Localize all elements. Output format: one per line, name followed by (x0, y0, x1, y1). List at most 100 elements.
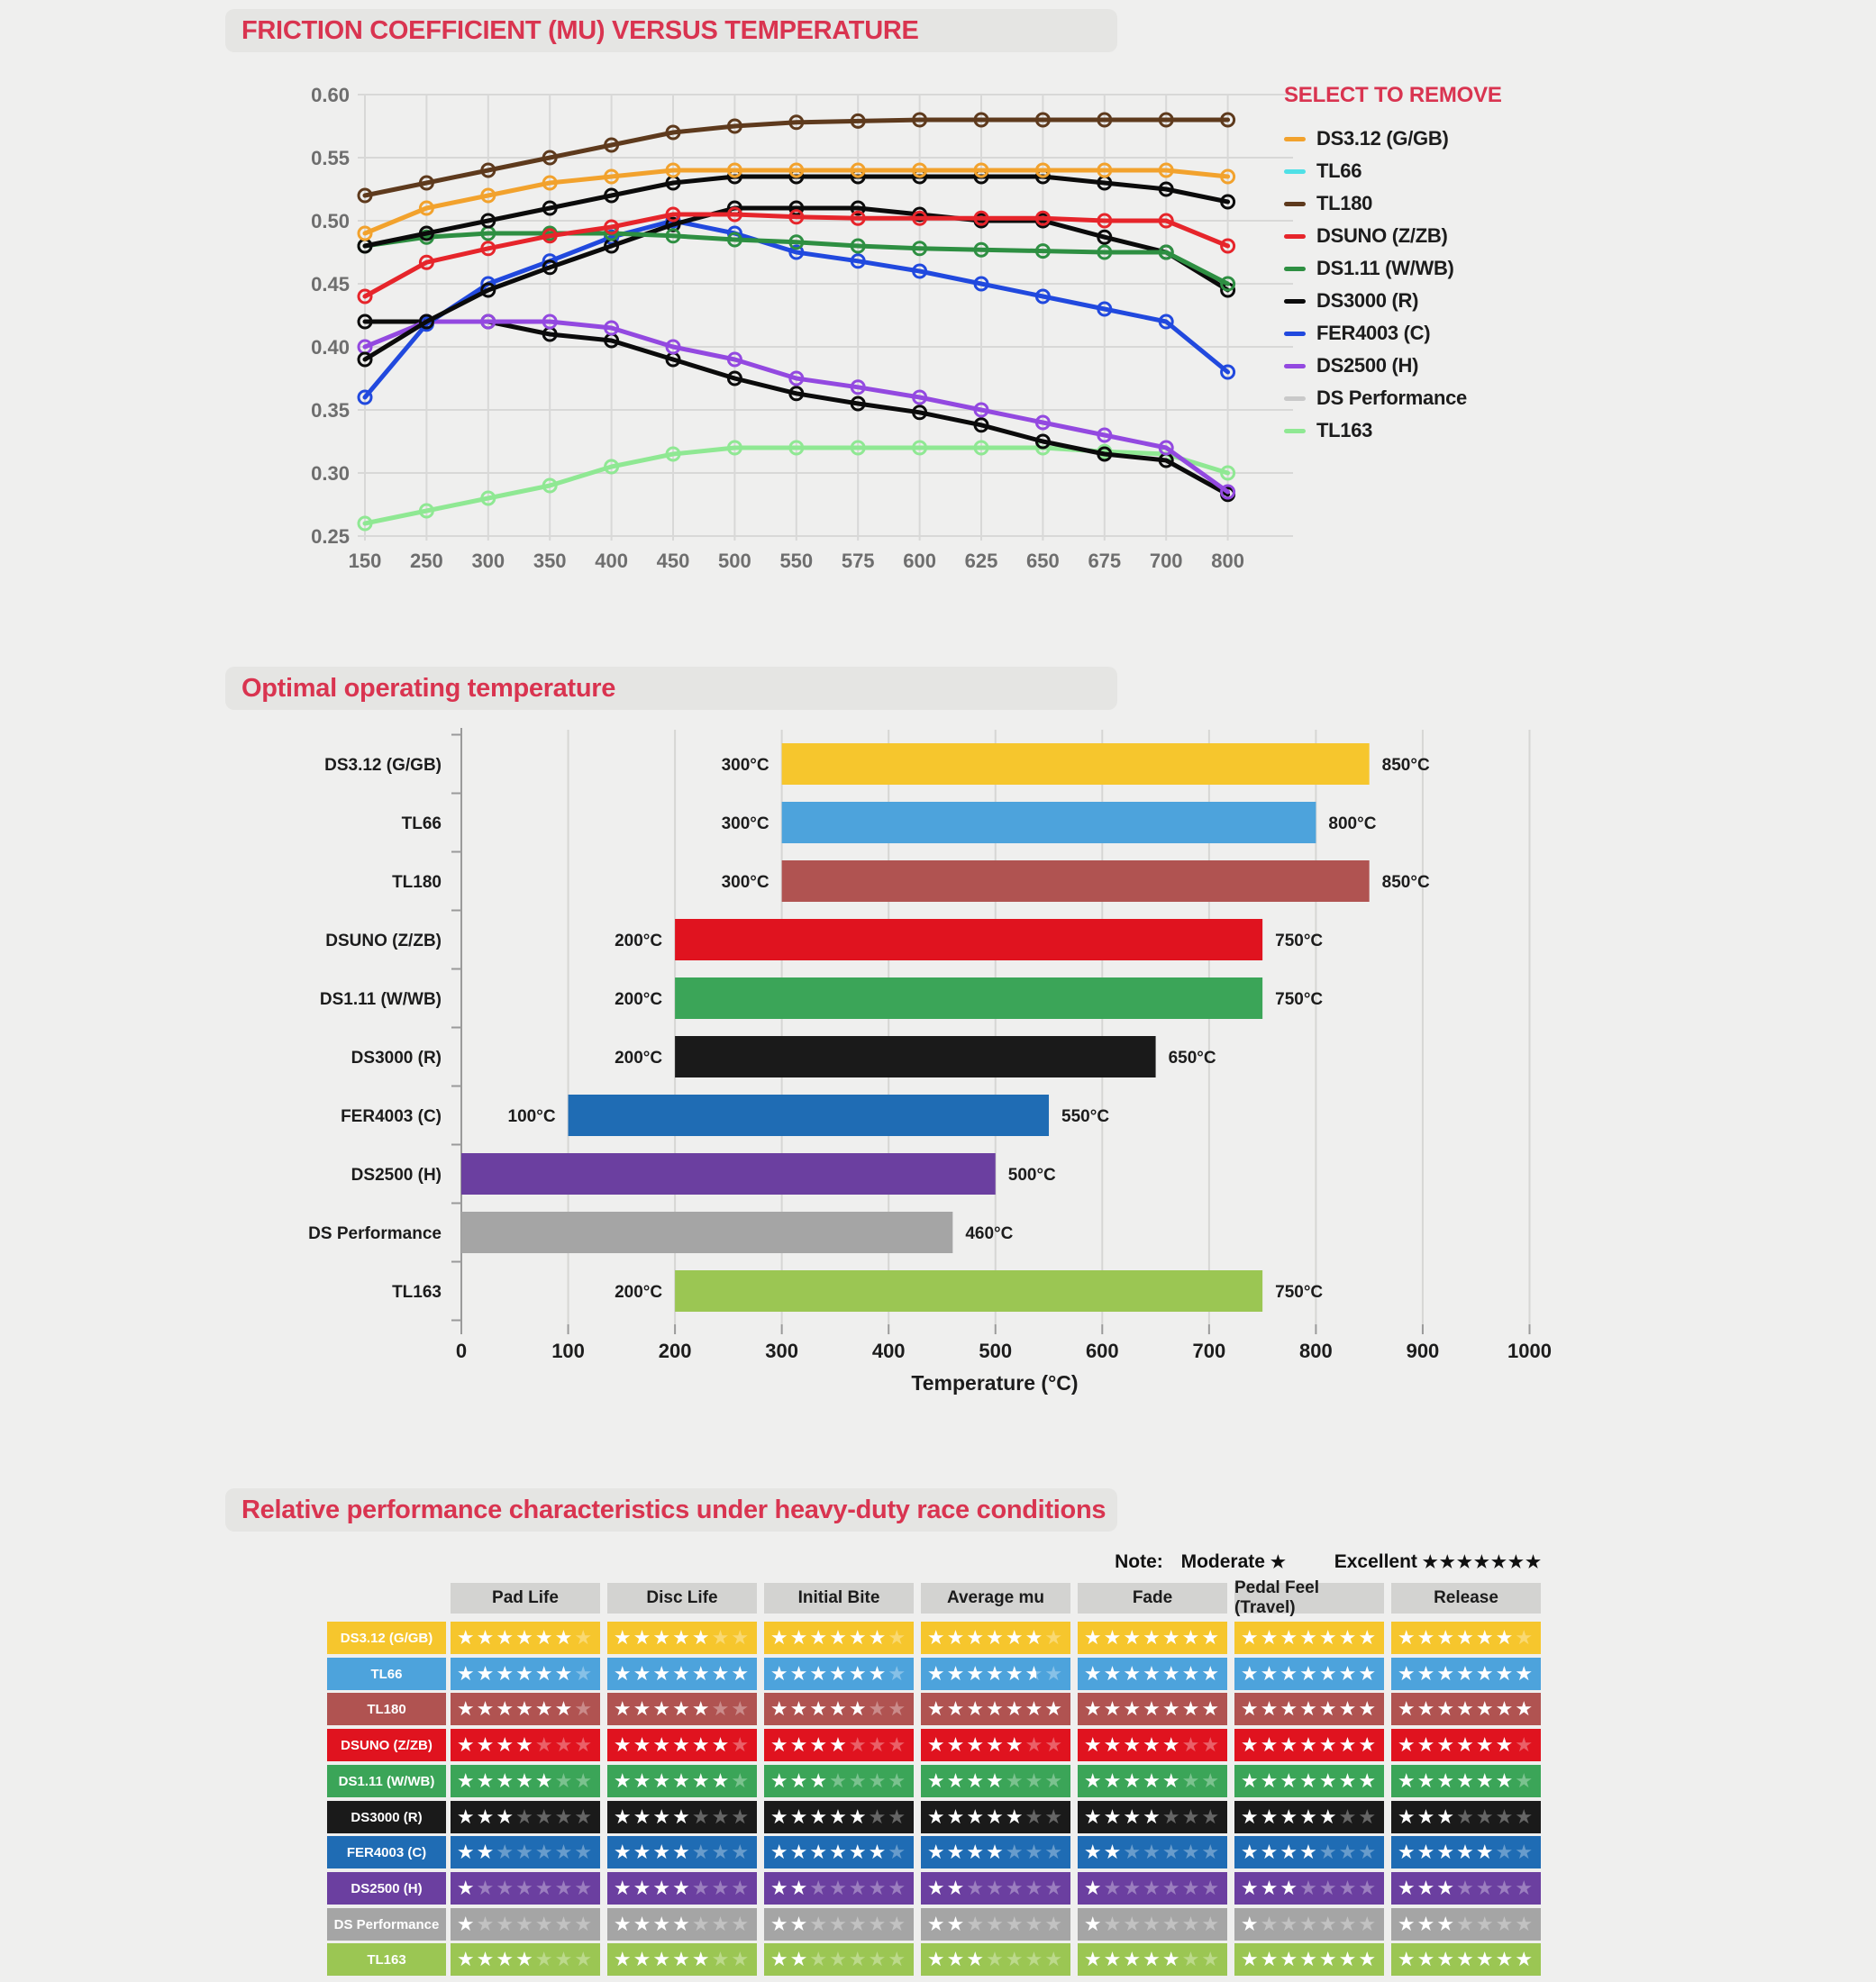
data-point-dsuno-z-zb[interactable] (480, 241, 496, 257)
data-point-fer4003-c[interactable] (1220, 364, 1236, 380)
temp-range-bar-tl66[interactable] (781, 802, 1316, 843)
data-point-tl180[interactable] (665, 124, 681, 141)
temp-range-bar-tl180[interactable] (781, 860, 1370, 902)
data-point-dsuno-z-zb[interactable] (788, 209, 805, 225)
data-point-tl163[interactable] (542, 477, 558, 494)
data-point-ds3-12-g-gb[interactable] (357, 225, 373, 241)
data-point-ds2500-h[interactable] (1220, 484, 1236, 500)
data-point-ds2500-h[interactable] (604, 320, 620, 336)
data-point-ds3000-r[interactable] (542, 259, 558, 276)
legend-item-ds3000-r[interactable]: DS3000 (R) (1284, 285, 1554, 317)
data-point-dsuno-z-zb[interactable] (542, 228, 558, 244)
data-point-dsuno-z-zb[interactable] (604, 219, 620, 235)
data-point-ds3-12-g-gb[interactable] (604, 168, 620, 185)
temp-range-bar-tl163[interactable] (675, 1270, 1263, 1312)
legend-item-ds-performance[interactable]: DS Performance (1284, 382, 1554, 414)
data-point-ds3-12-g-gb[interactable] (1097, 162, 1113, 178)
data-point-tl163[interactable] (788, 440, 805, 456)
legend-item-fer4003-c[interactable]: FER4003 (C) (1284, 317, 1554, 350)
data-point-tl163[interactable] (850, 440, 866, 456)
data-point-tl66[interactable] (1220, 194, 1236, 210)
data-point-dsuno-z-zb[interactable] (418, 254, 434, 270)
data-point-dsuno-z-zb[interactable] (726, 206, 742, 223)
data-point-dsuno-z-zb[interactable] (973, 210, 989, 226)
data-point-fer4003-c[interactable] (357, 389, 373, 405)
data-point-tl66[interactable] (418, 225, 434, 241)
data-point-ds1-11-w-wb[interactable] (973, 241, 989, 258)
data-point-fer4003-c[interactable] (912, 263, 928, 279)
data-point-tl180[interactable] (1220, 112, 1236, 128)
data-point-fer4003-c[interactable] (1097, 301, 1113, 317)
data-point-tl163[interactable] (357, 515, 373, 532)
data-point-ds1-11-w-wb[interactable] (1097, 244, 1113, 260)
data-point-dsuno-z-zb[interactable] (357, 288, 373, 305)
data-point-ds3000-r[interactable] (480, 282, 496, 298)
data-point-tl66[interactable] (1158, 181, 1174, 197)
data-point-ds1-11-w-wb[interactable] (788, 234, 805, 250)
temp-range-bar-fer4003-c[interactable] (568, 1095, 1050, 1136)
data-point-ds-performance[interactable] (912, 405, 928, 421)
temp-range-bar-ds3000-r[interactable] (675, 1036, 1156, 1077)
temp-range-bar-dsuno-z-zb[interactable] (675, 919, 1263, 960)
data-point-ds3000-r[interactable] (357, 351, 373, 368)
data-point-ds3-12-g-gb[interactable] (973, 162, 989, 178)
data-point-tl66[interactable] (542, 200, 558, 216)
legend-item-tl66[interactable]: TL66 (1284, 155, 1554, 187)
data-point-ds1-11-w-wb[interactable] (1158, 244, 1174, 260)
data-point-ds1-11-w-wb[interactable] (850, 238, 866, 254)
data-point-ds3000-r[interactable] (850, 200, 866, 216)
data-point-tl180[interactable] (1158, 112, 1174, 128)
data-point-tl180[interactable] (788, 114, 805, 131)
data-point-dsuno-z-zb[interactable] (1220, 238, 1236, 254)
series-ds1-11-w-wb[interactable] (357, 225, 1236, 292)
data-point-fer4003-c[interactable] (1158, 314, 1174, 330)
data-point-ds-performance[interactable] (1034, 433, 1051, 450)
data-point-ds3-12-g-gb[interactable] (1220, 168, 1236, 185)
data-point-tl180[interactable] (912, 112, 928, 128)
data-point-ds3-12-g-gb[interactable] (1034, 162, 1051, 178)
data-point-dsuno-z-zb[interactable] (850, 210, 866, 226)
series-tl180[interactable] (357, 112, 1236, 204)
legend-item-ds3-12-g-gb[interactable]: DS3.12 (G/GB) (1284, 123, 1554, 155)
data-point-ds-performance[interactable] (850, 395, 866, 412)
data-point-dsuno-z-zb[interactable] (1034, 210, 1051, 226)
data-point-dsuno-z-zb[interactable] (912, 210, 928, 226)
series-dsuno-z-zb[interactable] (357, 206, 1236, 305)
data-point-ds1-11-w-wb[interactable] (726, 232, 742, 248)
data-point-tl163[interactable] (480, 490, 496, 506)
legend-item-tl163[interactable]: TL163 (1284, 414, 1554, 447)
data-point-dsuno-z-zb[interactable] (665, 206, 681, 223)
data-point-tl163[interactable] (973, 440, 989, 456)
data-point-ds3-12-g-gb[interactable] (912, 162, 928, 178)
data-point-ds2500-h[interactable] (850, 379, 866, 395)
data-point-ds3-12-g-gb[interactable] (850, 162, 866, 178)
data-point-ds2500-h[interactable] (665, 339, 681, 355)
data-point-ds2500-h[interactable] (542, 314, 558, 330)
data-point-ds3-12-g-gb[interactable] (726, 162, 742, 178)
data-point-tl163[interactable] (1220, 465, 1236, 481)
data-point-ds3-12-g-gb[interactable] (480, 187, 496, 204)
data-point-ds-performance[interactable] (1097, 446, 1113, 462)
data-point-ds-performance[interactable] (788, 386, 805, 402)
data-point-ds2500-h[interactable] (973, 402, 989, 418)
data-point-ds3-12-g-gb[interactable] (665, 162, 681, 178)
data-point-ds1-11-w-wb[interactable] (912, 241, 928, 257)
data-point-fer4003-c[interactable] (788, 244, 805, 260)
data-point-fer4003-c[interactable] (1034, 288, 1051, 305)
series-fer4003-c[interactable] (357, 213, 1236, 405)
series-ds3-12-g-gb[interactable] (357, 162, 1236, 241)
legend-item-ds2500-h[interactable]: DS2500 (H) (1284, 350, 1554, 382)
data-point-tl180[interactable] (726, 118, 742, 134)
data-point-tl163[interactable] (912, 440, 928, 456)
data-point-ds-performance[interactable] (973, 417, 989, 433)
data-point-ds-performance[interactable] (357, 314, 373, 330)
data-point-tl180[interactable] (604, 137, 620, 153)
data-point-tl163[interactable] (726, 440, 742, 456)
legend-item-ds1-11-w-wb[interactable]: DS1.11 (W/WB) (1284, 252, 1554, 285)
data-point-tl180[interactable] (1034, 112, 1051, 128)
data-point-ds-performance[interactable] (726, 370, 742, 386)
temp-range-bar-ds1-11-w-wb[interactable] (675, 977, 1263, 1019)
data-point-fer4003-c[interactable] (850, 253, 866, 269)
data-point-ds3000-r[interactable] (788, 200, 805, 216)
data-point-ds1-11-w-wb[interactable] (665, 228, 681, 244)
